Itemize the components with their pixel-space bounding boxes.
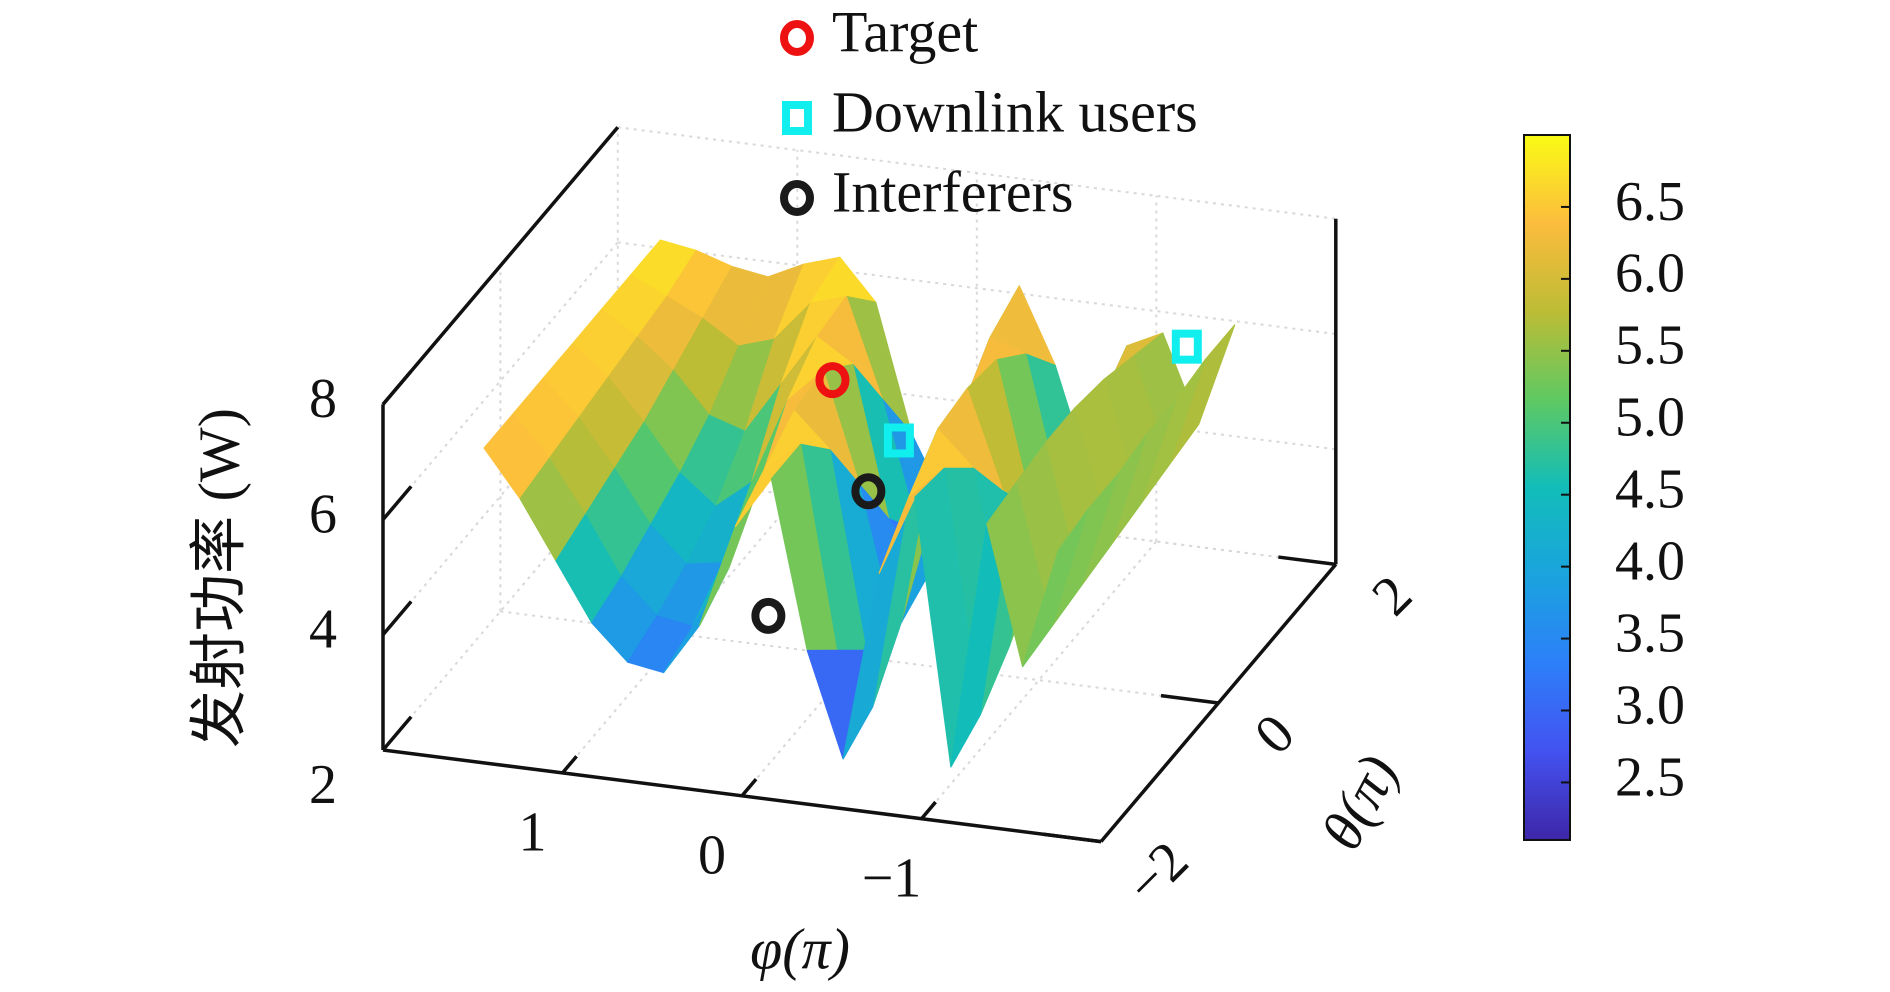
x-tick bbox=[920, 800, 937, 820]
marker bbox=[780, 20, 814, 56]
marker bbox=[1171, 329, 1202, 364]
z-tick bbox=[381, 370, 413, 406]
x-tick bbox=[740, 778, 758, 797]
colorbar: 2.5 3.0 3.5 4.0 4.5 5.0 5.5 6.0 6.5 bbox=[1523, 134, 1685, 841]
surface-patch bbox=[1021, 509, 1089, 668]
legend-label: Interferers bbox=[832, 159, 1074, 224]
scatter-points bbox=[751, 329, 1202, 634]
y-tick bbox=[1278, 555, 1337, 567]
z-tick-label: 8 bbox=[309, 368, 337, 430]
x-tick-label: −1 bbox=[862, 848, 922, 910]
z-axis-label: 发射功率 (W) bbox=[186, 408, 251, 748]
colorbar-tick-label: 3.0 bbox=[1615, 674, 1685, 736]
z-tick-label: 4 bbox=[309, 599, 337, 661]
surface bbox=[483, 239, 1236, 768]
marker bbox=[782, 101, 812, 135]
z-tick bbox=[381, 600, 413, 636]
y-tick-label: 0 bbox=[1243, 703, 1307, 767]
marker bbox=[751, 597, 786, 634]
colorbar-tick-label: 3.5 bbox=[1615, 602, 1685, 664]
y-tick-label: 2 bbox=[1360, 564, 1424, 628]
y-axis-label: θ(π) bbox=[1308, 744, 1411, 859]
legend-label: Target bbox=[832, 0, 978, 64]
grid-line bbox=[617, 241, 1336, 335]
x-axis-label: φ(π) bbox=[750, 916, 850, 981]
colorbar-tick-label: 2.5 bbox=[1615, 746, 1685, 808]
x-tick-label: 1 bbox=[519, 802, 547, 864]
legend-label: Downlink users bbox=[832, 79, 1198, 144]
colorbar-tick-label: 5.0 bbox=[1615, 387, 1685, 449]
colorbar-tick-label: 4.0 bbox=[1615, 530, 1685, 592]
z-tick-label: 2 bbox=[309, 754, 337, 816]
y-tick-label: −2 bbox=[1114, 830, 1200, 916]
colorbar-tick-label: 5.5 bbox=[1615, 315, 1685, 377]
z-tick-label: 6 bbox=[309, 483, 337, 545]
colorbar-tick-label: 4.5 bbox=[1615, 459, 1685, 521]
y-tick bbox=[1160, 693, 1219, 705]
z-tick bbox=[381, 715, 413, 752]
marker bbox=[851, 473, 886, 510]
colorbar-tick-label: 6.5 bbox=[1615, 171, 1685, 233]
legend: Target Downlink users Interferers bbox=[780, 0, 1198, 224]
colorbar-tick-label: 6.0 bbox=[1615, 243, 1685, 305]
marker bbox=[780, 180, 814, 216]
z-tick bbox=[381, 485, 413, 521]
x-tick bbox=[561, 755, 578, 775]
x-tick-label: 0 bbox=[698, 825, 726, 887]
y-tick bbox=[1043, 832, 1102, 844]
marker bbox=[883, 423, 914, 458]
box-edge bbox=[381, 126, 620, 406]
colorbar-gradient bbox=[1523, 134, 1571, 841]
marker bbox=[815, 362, 850, 399]
